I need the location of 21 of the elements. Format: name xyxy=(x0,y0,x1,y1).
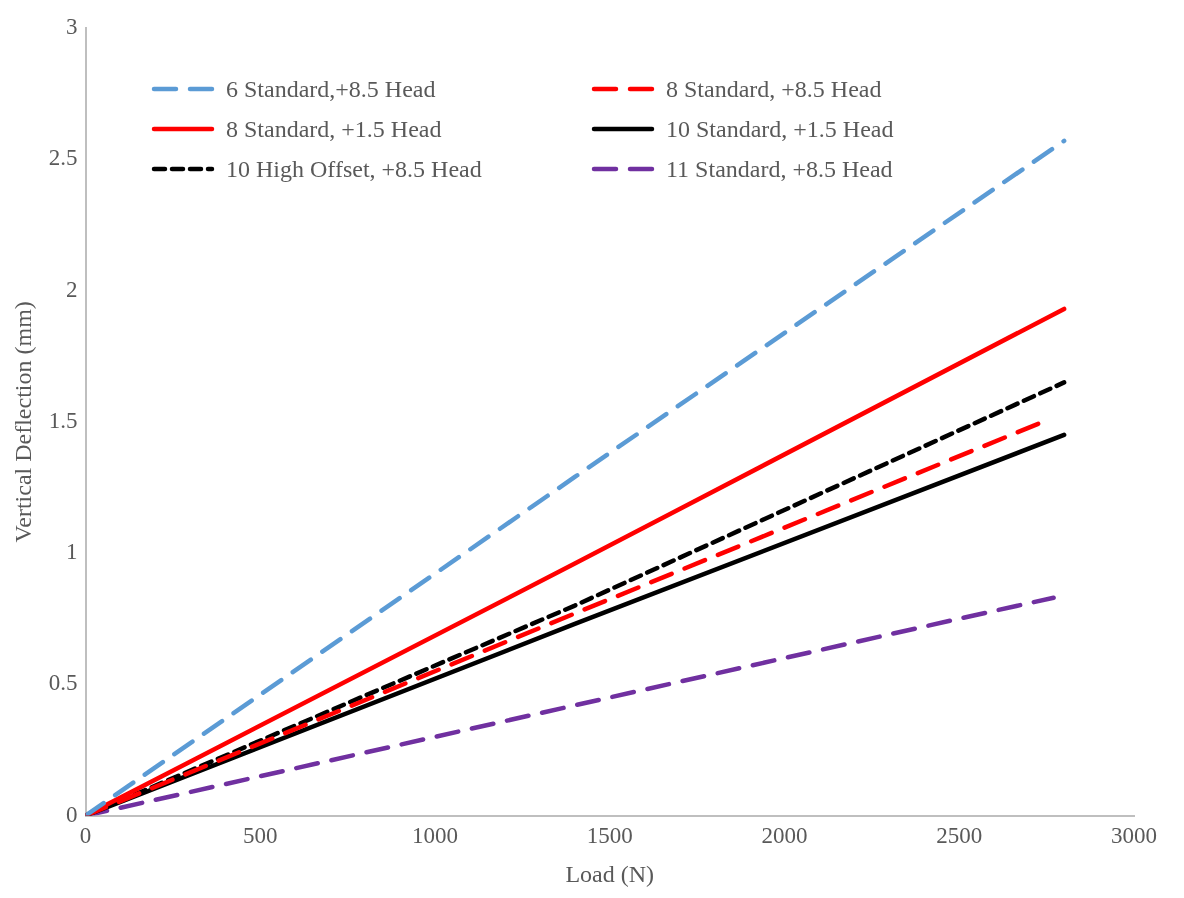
y-tick-label: 0 xyxy=(66,801,78,827)
x-tick-label: 2000 xyxy=(761,823,808,849)
x-tick-label: 3000 xyxy=(1111,823,1157,849)
x-tick-label: 1500 xyxy=(586,823,633,849)
y-tick-label: 2 xyxy=(66,276,78,302)
legend-label: 11 Standard, +8.5 Head xyxy=(666,155,893,183)
legend-label: 10 High Offset, +8.5 Head xyxy=(226,155,482,183)
x-tick-label: 1000 xyxy=(412,823,459,849)
y-axis-title: Vertical Deflection (mm) xyxy=(9,301,36,543)
x-tick-label: 500 xyxy=(243,823,278,849)
y-tick-label: 0.5 xyxy=(48,670,78,696)
y-tick-label: 3 xyxy=(66,14,78,40)
y-tick-label: 1 xyxy=(66,539,78,565)
x-tick-label: 2500 xyxy=(936,823,983,849)
legend-label: 8 Standard, +8.5 Head xyxy=(666,75,882,103)
legend-label: 8 Standard, +1.5 Head xyxy=(226,115,442,143)
y-tick-label: 1.5 xyxy=(48,407,78,433)
y-tick-label: 2.5 xyxy=(48,145,78,171)
legend-label: 6 Standard,+8.5 Head xyxy=(226,75,436,103)
x-axis-title: Load (N) xyxy=(565,860,655,887)
legend-label: 10 Standard, +1.5 Head xyxy=(666,115,894,143)
